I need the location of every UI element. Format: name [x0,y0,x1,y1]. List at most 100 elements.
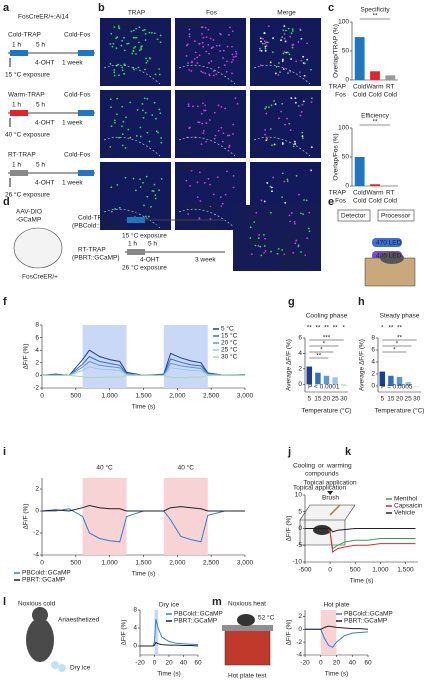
cell-dot [114,121,116,124]
cell-dot [235,55,237,58]
cell-dot [306,42,308,45]
cell-dot [257,244,260,247]
y-tick-label: -5 [296,542,302,549]
cell-dot [202,71,204,74]
cell-dot [249,226,252,229]
cell-dot [221,140,224,143]
bar [379,371,386,386]
cell-dot [139,186,142,188]
y-axis-label: Overlap/TRAP (%) [333,24,340,78]
x-tick-label: 60 [364,660,372,667]
cell-dot [191,105,194,108]
x-tick-label: 1,500 [397,567,414,574]
bar [354,157,365,186]
legend-label: PBCold::GCaMP [174,611,223,618]
cell-dot [158,189,160,192]
cell-dot [284,123,286,126]
exposure-block [10,110,28,116]
fos-label: Cold-Fos [64,92,91,99]
cell-dot [146,59,149,62]
y-axis-label: Average ΔF/F (%) [286,339,293,391]
cell-dot [288,214,291,217]
cell-dot [122,120,125,123]
cell-dot [124,176,127,179]
cell-dot [146,195,149,198]
fos-block [78,110,94,116]
cell-dot [215,73,218,76]
fos-label: Cold [353,92,367,99]
cell-dot [142,29,144,32]
cell-dot [159,34,162,37]
cell-dot [264,133,267,136]
legend-label: 15 °C [221,332,238,340]
cell-dot [260,199,263,202]
cell-dot [265,41,267,44]
panel-letter: e [328,196,334,208]
cell-dot [308,211,311,214]
cell-dot [232,58,234,61]
cell-dot [151,190,154,192]
trap-label: Cold-TRAP [8,32,41,39]
cell-dot [226,45,229,48]
cell-dot [232,123,235,126]
cell-dot [198,42,201,45]
cell-dot [188,33,191,36]
cell-dot [305,199,308,202]
cell-dot [151,114,154,116]
cell-dot [200,70,203,73]
cell-dot [209,37,212,40]
cell-dot [290,97,293,100]
stat: P = 0.0005 [381,384,413,391]
cell-dot [214,134,217,137]
fos-label: Cold [368,92,382,99]
x-tick-label: 3,000 [237,393,254,400]
time-label: 1 h [128,241,137,248]
cell-dot [120,44,123,47]
cell-dot [232,56,235,58]
cell-dot [113,74,116,77]
y-tick-label: -10 [293,559,303,566]
cell-dot [308,230,311,233]
shaded-period [82,478,127,555]
x-tick-label: 15 [314,396,322,403]
cell-dot [160,141,163,144]
cell-dot [198,121,201,124]
region-outline [178,209,236,229]
cell-dot [212,70,215,73]
cell-dot [255,211,258,214]
cell-dot [249,237,252,239]
x-tick-label: -20 [300,660,310,667]
cell-dot [232,174,235,177]
x-tick-label: 0 [153,660,157,667]
y-tick-label: 6 [298,335,302,342]
cell-dot [210,47,213,50]
x-tick-label: 1,000 [102,560,119,567]
star: ** [324,325,330,332]
cell-dot [297,41,300,43]
cell-dot [300,37,303,40]
cell-dot [310,101,313,104]
cell-dot [154,73,157,76]
detector: Detector [341,213,366,220]
x-tick-label: 1,500 [135,393,152,400]
y-tick-label: 5 [298,508,302,515]
cell-dot [123,63,126,66]
x-axis-label: Time (s) [350,578,374,585]
time-label: 5 h [36,102,45,109]
cell-dot [197,121,200,124]
time-label: 5 h [36,162,45,169]
significance: ** [372,13,378,20]
drug-label: 4-OHT [140,225,160,232]
star: ** [307,325,313,332]
cell-dot [263,32,266,35]
cell-dot [111,45,114,48]
legend-label: 20 °C [221,339,238,347]
cell-dot [292,43,295,46]
cell-dot [302,100,305,103]
compound-text: or [318,463,325,470]
chart-title: Specificity [360,7,390,14]
cell-dot [264,47,267,50]
cell-dot [303,74,306,77]
y-tick-label: 0 [345,77,349,84]
cell-dot [281,172,284,175]
